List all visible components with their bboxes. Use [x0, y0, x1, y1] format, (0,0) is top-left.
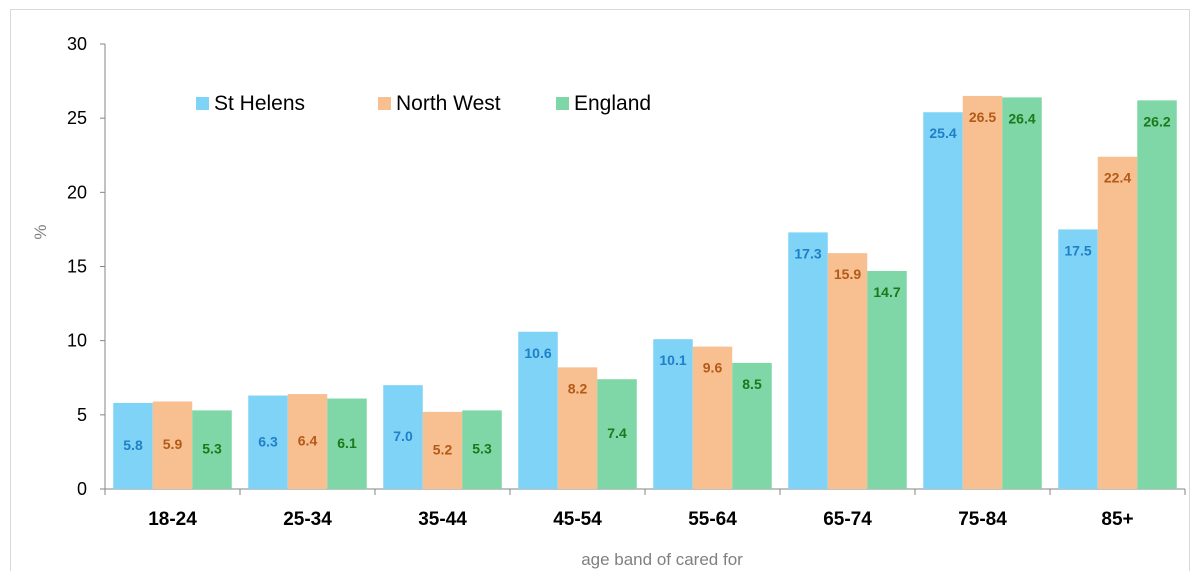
y-tick-label: 20	[67, 182, 87, 202]
bar	[788, 232, 828, 489]
data-label: 8.5	[742, 376, 762, 392]
x-tick-label: 75-84	[958, 509, 1007, 530]
bar	[192, 410, 232, 489]
bar	[152, 401, 193, 489]
bar	[597, 379, 637, 489]
y-tick-label: 5	[77, 405, 87, 425]
x-tick-label: 18-24	[148, 509, 197, 530]
bar	[732, 362, 772, 489]
data-label: 26.4	[1008, 110, 1035, 126]
bar	[653, 339, 693, 489]
bar	[422, 411, 463, 489]
y-tick-label: 15	[67, 257, 87, 277]
chart-frame	[10, 9, 1190, 571]
y-tick-label: 10	[67, 331, 87, 351]
bar	[518, 331, 558, 489]
data-labels: 5.8 5.9 5.3 6.3 6.4 6.1 7.0 5.2 5.3 10.6 8.2 7.4 10.…	[123, 109, 1171, 458]
bar	[1137, 100, 1177, 489]
data-label: 6.1	[337, 435, 357, 451]
data-label: 17.5	[1064, 242, 1091, 258]
data-label: 5.9	[163, 436, 183, 452]
bar	[327, 398, 367, 489]
data-label: 8.2	[568, 380, 588, 396]
bar	[1058, 229, 1098, 489]
data-label: 6.4	[298, 433, 318, 449]
bar	[962, 95, 1003, 490]
bar	[287, 394, 328, 489]
legend: St Helens North West England	[196, 92, 651, 115]
legend-swatch	[378, 97, 391, 110]
legend-label: North West	[396, 92, 501, 115]
x-tick-label: 35-44	[418, 509, 467, 530]
y-tick-label: 25	[67, 108, 87, 128]
data-label: 17.3	[794, 245, 821, 261]
data-label: 25.4	[929, 125, 956, 141]
x-tick-label: 55-64	[688, 509, 737, 530]
data-label: 7.0	[393, 428, 413, 444]
y-axis: 0 5 10 15 20 25 30	[67, 34, 106, 499]
y-tick-label: 0	[77, 479, 87, 499]
y-tick-label: 30	[67, 34, 87, 54]
data-label: 10.1	[659, 352, 686, 368]
bar	[383, 385, 423, 489]
x-axis: 18-24 25-34 35-44 45-54 55-64 65-74 75-84 85+	[104, 488, 1186, 530]
data-label: 9.6	[703, 360, 723, 376]
data-label: 7.4	[607, 425, 627, 441]
bar	[1097, 156, 1138, 489]
data-label: 26.5	[969, 109, 996, 125]
x-axis-label: age band of cared for	[581, 550, 743, 569]
data-label: 6.3	[258, 433, 278, 449]
legend-swatch	[556, 97, 569, 110]
bar	[1002, 97, 1042, 490]
x-tick-label: 45-54	[553, 509, 602, 530]
bar	[692, 346, 733, 489]
data-label: 5.2	[433, 441, 453, 457]
data-label: 22.4	[1104, 170, 1131, 186]
bar	[557, 367, 598, 489]
bars	[113, 95, 1177, 490]
x-tick-label: 65-74	[823, 509, 872, 530]
legend-label: St Helens	[214, 92, 305, 115]
bar	[462, 410, 502, 489]
bar	[923, 112, 963, 489]
legend-swatch	[196, 97, 209, 110]
data-label: 5.8	[123, 437, 143, 453]
legend-label: England	[574, 92, 651, 115]
data-label: 10.6	[524, 345, 551, 361]
y-axis-label: %	[31, 224, 50, 239]
data-label: 15.9	[834, 266, 861, 282]
bar	[827, 253, 868, 489]
data-label: 14.7	[873, 284, 900, 300]
data-label: 26.2	[1143, 113, 1170, 129]
x-tick-label: 25-34	[283, 509, 332, 530]
bar	[867, 270, 907, 489]
bar	[113, 402, 153, 489]
bar	[248, 395, 288, 489]
data-label: 5.3	[202, 441, 222, 457]
data-label: 5.3	[472, 441, 492, 457]
x-tick-label: 85+	[1101, 509, 1133, 530]
